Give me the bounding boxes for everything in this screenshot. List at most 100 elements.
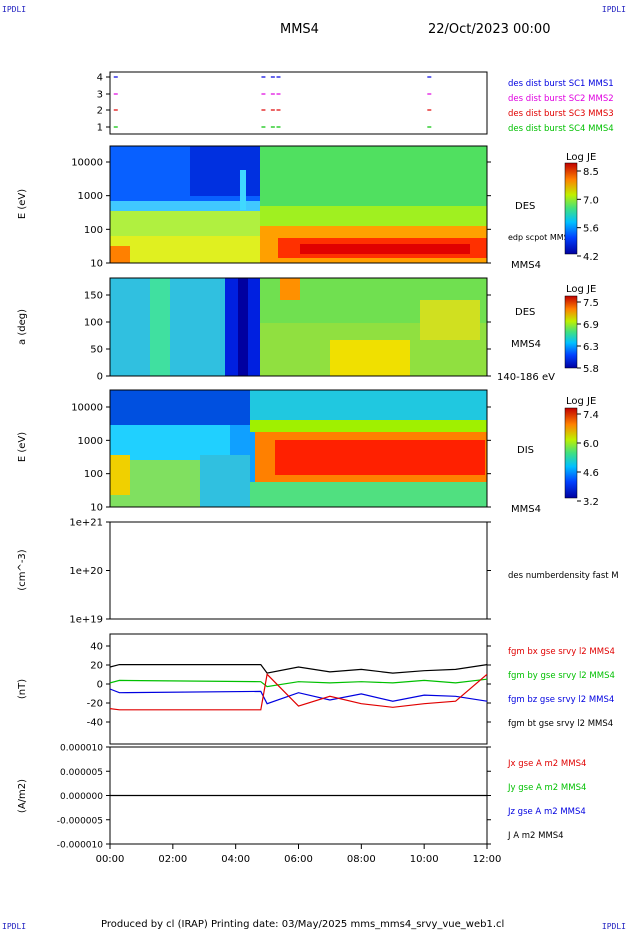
time-xtick-label: 04:00 <box>221 854 250 865</box>
density-ytick-label: 1e+19 <box>69 615 103 626</box>
bfield-ytick-label: -20 <box>87 699 103 710</box>
des-energy-sc-label: MMS4 <box>511 260 541 271</box>
des-energy-label: DES <box>515 201 535 212</box>
bfield-legend-by: fgm by gse srvy l2 MMS4 <box>508 671 615 681</box>
current-ytick-label: -0.000005 <box>57 816 103 826</box>
time-xtick-label: 10:00 <box>410 854 439 865</box>
panel-bfield-frame <box>109 633 488 745</box>
panel-bfield: (nT) 40 20 0 -20 -40 fgm bx gse srvy l2 MMS4… <box>17 633 615 745</box>
burst-ytick-label: 4 <box>97 73 103 84</box>
burst-legend-2: des dist burst SC2 MMS2 <box>508 94 614 104</box>
panel-burst-frame <box>109 71 488 135</box>
bfield-ytick-label: 0 <box>97 680 103 691</box>
time-xtick-label: 02:00 <box>158 854 187 865</box>
density-ytick-label: 1e+20 <box>69 566 103 577</box>
des-energy-cbtick-label: 7.0 <box>583 195 599 206</box>
panel-des-pitch-frame <box>109 277 488 377</box>
density-ylabel: (cm^-3) <box>17 549 28 590</box>
des-energy-cbtick-label: 4.2 <box>583 252 599 263</box>
panel-des-energy: E (eV) 10000 1000 100 10 DES edp scpot MMS4… <box>17 145 599 271</box>
corner-label-br: IPDLI <box>601 922 626 931</box>
dis-energy-ytick-label: 1000 <box>78 436 103 447</box>
current-ytick-label: -0.000010 <box>57 841 103 851</box>
des-energy-ytick-label: 10 <box>90 259 103 270</box>
time-xtick-label: 12:00 <box>473 854 502 865</box>
current-ytick-label: 0.000000 <box>60 792 103 802</box>
des-energy-cbtick-label: 8.5 <box>583 167 599 178</box>
panel-density: (cm^-3) 1e+21 1e+20 1e+19 des numberdensit… <box>17 518 619 626</box>
dis-energy-sc-label: MMS4 <box>511 504 541 515</box>
current-legend-jx: Jx gse A m2 MMS4 <box>507 759 586 769</box>
bfield-ytick-label: -40 <box>87 718 103 729</box>
des-energy-scpot-label: edp scpot MMS4 <box>508 233 574 242</box>
bfield-series-bz <box>110 688 487 705</box>
panel-burst: 1 2 3 4 des dist burst SC1 MMS1 des dist bu… <box>97 71 614 135</box>
panel-des-pitch: a (deg) 150 100 50 0 DES MMS4 140-186 eV Lo… <box>17 277 599 383</box>
dis-energy-cbtick-label: 4.6 <box>583 468 599 479</box>
time-xtick-label: 00:00 <box>96 854 125 865</box>
burst-legend-3: des dist burst SC3 MMS3 <box>508 109 614 119</box>
header-date: 22/Oct/2023 00:00 <box>428 22 551 37</box>
current-legend-jy: Jy gse A m2 MMS4 <box>507 783 586 793</box>
current-ytick-label: 0.000005 <box>60 768 103 778</box>
burst-ytick-label: 3 <box>97 90 103 101</box>
bfield-series-bx <box>110 673 487 711</box>
dis-energy-ytick-label: 10 <box>90 503 103 514</box>
dis-energy-label: DIS <box>517 445 534 456</box>
des-pitch-cbtick-label: 7.5 <box>583 298 599 309</box>
bfield-series-bt <box>110 663 487 674</box>
bfield-ylabel: (nT) <box>17 679 28 699</box>
bfield-legend-bt: fgm bt gse srvy l2 MMS4 <box>508 719 613 729</box>
des-pitch-label: DES <box>515 307 535 318</box>
dis-energy-colorbar-title: Log JE <box>566 396 596 407</box>
panel-dis-energy: E (eV) 10000 1000 100 10 DIS MMS4 Log JE 7.… <box>17 389 599 515</box>
panel-density-frame <box>109 521 488 620</box>
dis-energy-cbtick-label: 3.2 <box>583 497 599 508</box>
des-pitch-energy-range: 140-186 eV <box>497 372 555 383</box>
dis-energy-ylabel: E (eV) <box>17 432 28 462</box>
corner-label-bl: IPDLI <box>2 922 27 931</box>
header-spacecraft: MMS4 <box>280 22 319 37</box>
dis-energy-cbtick-label: 7.4 <box>583 410 599 421</box>
current-ytick-label: 0.000010 <box>60 744 103 754</box>
dis-energy-ytick-label: 10000 <box>71 403 103 414</box>
burst-ytick-label: 1 <box>97 123 103 134</box>
bfield-legend-bx: fgm bx gse srvy l2 MMS4 <box>508 647 615 657</box>
current-legend-jz: Jz gse A m2 MMS4 <box>507 807 586 817</box>
dis-energy-ytick-label: 100 <box>84 469 103 480</box>
des-pitch-ytick-label: 0 <box>97 372 103 383</box>
dis-energy-colorbar <box>564 407 578 499</box>
des-energy-cbtick-label: 5.6 <box>583 224 599 235</box>
des-pitch-cbtick-label: 5.8 <box>583 364 599 375</box>
des-energy-colorbar-title: Log JE <box>566 152 596 163</box>
panel-current: (A/m2) 0.000010 0.000005 0.000000 -0.000005… <box>17 744 586 866</box>
des-energy-colorbar <box>564 162 578 255</box>
des-pitch-colorbar <box>564 295 578 369</box>
des-pitch-ytick-label: 50 <box>90 345 103 356</box>
burst-legend-4: des dist burst SC4 MMS4 <box>508 124 614 134</box>
current-ylabel: (A/m2) <box>17 779 28 813</box>
bfield-legend-bz: fgm bz gse srvy l2 MMS4 <box>508 695 614 705</box>
des-energy-ytick-label: 100 <box>84 225 103 236</box>
des-energy-ytick-label: 1000 <box>78 191 103 202</box>
bfield-series-by <box>110 678 487 688</box>
time-xtick-label: 06:00 <box>284 854 313 865</box>
des-pitch-ytick-label: 100 <box>84 318 103 329</box>
des-pitch-colorbar-title: Log JE <box>566 284 596 295</box>
corner-label-tl: IPDLI <box>2 5 27 14</box>
burst-ytick-label: 2 <box>97 106 103 117</box>
bfield-ytick-label: 40 <box>90 642 103 653</box>
bfield-ytick-label: 20 <box>90 661 103 672</box>
des-pitch-sc-label: MMS4 <box>511 339 541 350</box>
time-xtick-label: 08:00 <box>347 854 376 865</box>
corner-label-tr: IPDLI <box>601 5 626 14</box>
des-pitch-ytick-label: 150 <box>84 291 103 302</box>
panel-dis-energy-frame <box>109 389 488 508</box>
des-pitch-cbtick-label: 6.9 <box>583 320 599 331</box>
des-pitch-cbtick-label: 6.3 <box>583 342 599 353</box>
panel-des-energy-frame <box>109 145 488 264</box>
dis-energy-cbtick-label: 6.0 <box>583 439 599 450</box>
des-energy-ylabel: E (eV) <box>17 189 28 219</box>
density-legend: des numberdensity fast M <box>508 571 619 581</box>
